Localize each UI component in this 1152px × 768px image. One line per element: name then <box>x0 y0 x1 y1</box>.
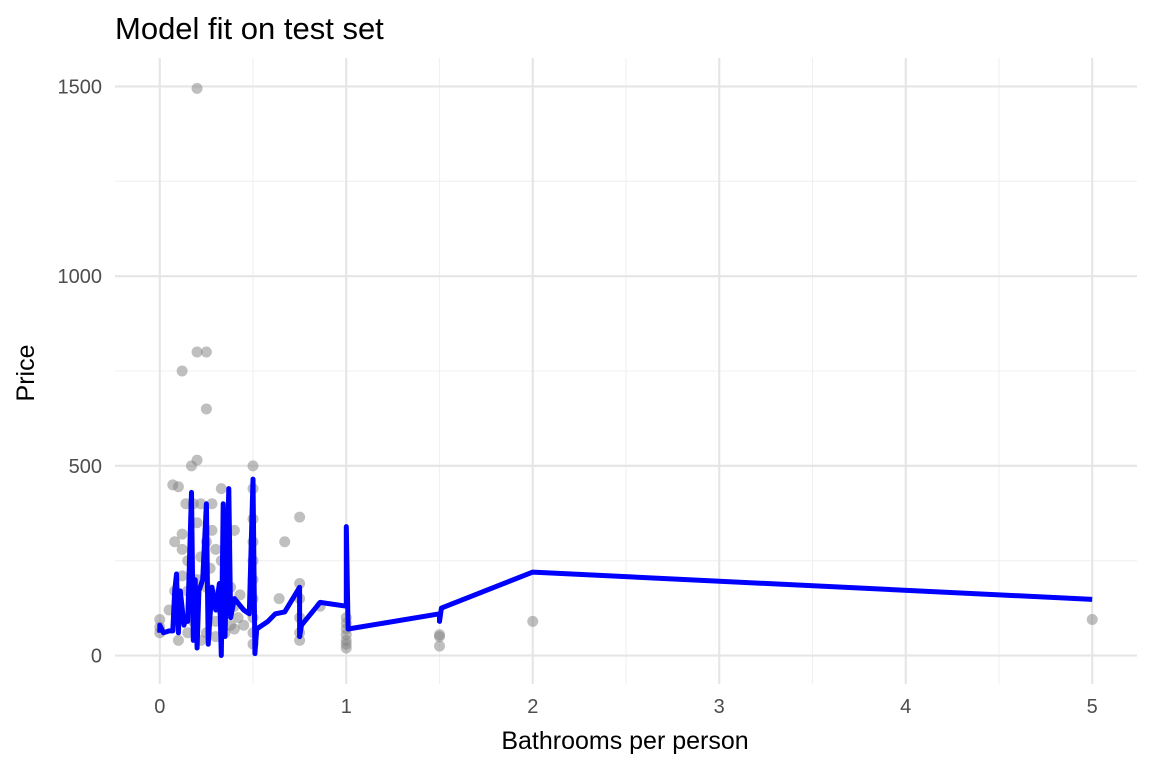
x-axis-title: Bathrooms per person <box>501 727 748 755</box>
x-tick-label: 1 <box>341 696 352 718</box>
scatter-point <box>172 634 184 646</box>
scatter-point <box>200 403 212 415</box>
scatter-point <box>176 365 188 377</box>
fit-line-group <box>157 476 1093 658</box>
scatter-point <box>232 612 244 624</box>
scatter-point <box>1086 614 1098 626</box>
scatter-point <box>191 454 203 466</box>
scatter-point <box>172 481 184 493</box>
scatter-point <box>210 543 222 555</box>
scatter-point <box>176 543 188 555</box>
scatter-point <box>176 570 188 582</box>
y-tick-label: 500 <box>69 456 102 478</box>
scatter-point <box>434 640 446 652</box>
major-gridlines <box>115 58 1137 684</box>
y-tick-label: 1000 <box>58 266 103 288</box>
scatter-point <box>191 82 203 94</box>
scatter-point <box>294 511 306 523</box>
y-tick-label: 1500 <box>58 76 103 98</box>
scatter-point <box>176 528 188 540</box>
scatter-point <box>340 642 352 654</box>
scatter-point <box>434 631 446 643</box>
x-tick-label: 2 <box>527 696 538 718</box>
scatter-point <box>228 623 240 635</box>
scatter-point <box>169 536 181 548</box>
scatter-point <box>154 614 166 626</box>
scatter-point <box>294 577 306 589</box>
scatter-point <box>215 483 227 495</box>
scatter-point <box>191 346 203 358</box>
x-tick-label: 0 <box>154 696 165 718</box>
scatter-point <box>195 498 207 510</box>
scatter-point <box>273 593 285 605</box>
scatter-point <box>527 615 539 627</box>
scatter-point <box>200 346 212 358</box>
minor-gridlines <box>115 58 1137 684</box>
scatter-point <box>294 634 306 646</box>
scatter-point <box>234 589 246 601</box>
y-tick-labels: 0 500 1000 1500 <box>58 76 103 667</box>
scatter-point <box>279 536 291 548</box>
scatter-point <box>182 627 194 639</box>
x-tick-labels: 0 1 2 3 4 5 <box>154 696 1098 718</box>
scatter-point <box>238 619 250 631</box>
x-tick-label: 4 <box>900 696 911 718</box>
x-tick-label: 5 <box>1087 696 1098 718</box>
scatter-point <box>247 460 259 472</box>
y-tick-label: 0 <box>91 646 102 668</box>
y-axis-title: Price <box>12 345 40 402</box>
x-tick-label: 3 <box>714 696 725 718</box>
fit-line <box>157 476 1093 658</box>
scatter-point <box>206 498 218 510</box>
chart-title: Model fit on test set <box>115 11 384 46</box>
